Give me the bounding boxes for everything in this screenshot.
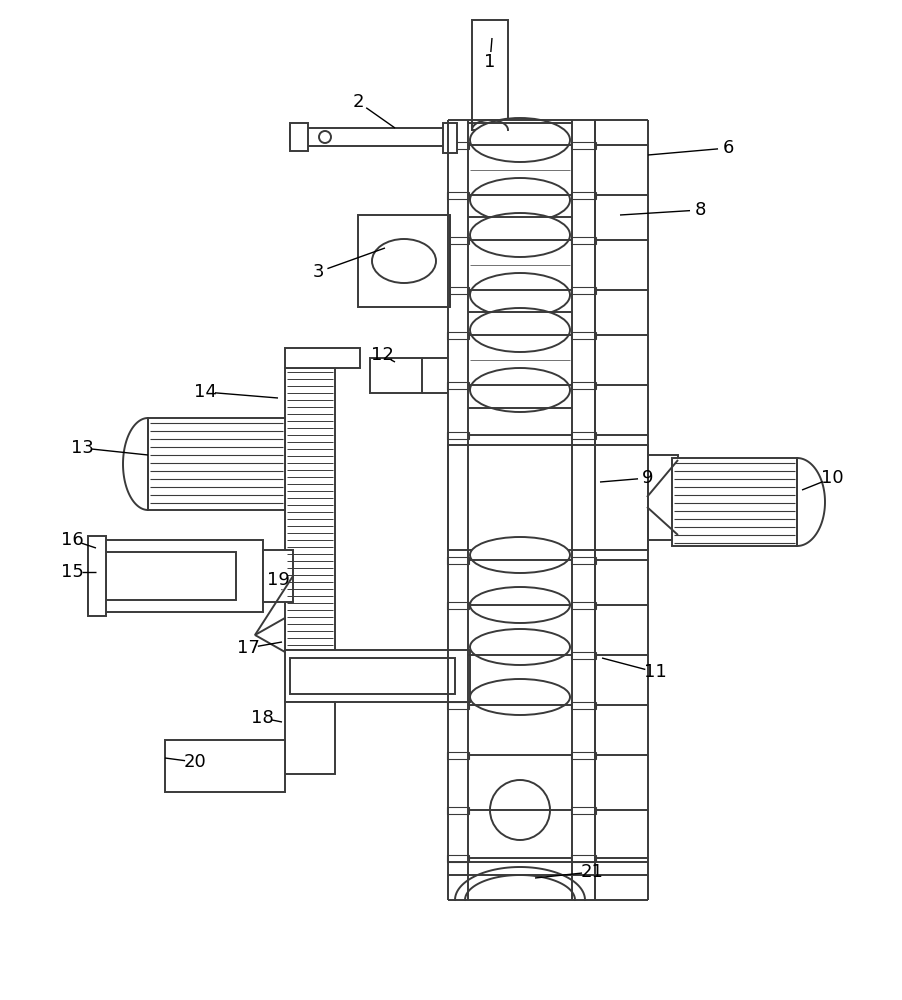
Bar — [148, 418, 285, 510]
Text: 17: 17 — [236, 639, 259, 657]
Text: 9: 9 — [641, 469, 653, 487]
Text: 21: 21 — [580, 863, 603, 881]
Bar — [446, 332, 468, 339]
Bar — [570, 807, 595, 814]
Circle shape — [490, 780, 549, 840]
Text: 19: 19 — [266, 571, 290, 589]
Circle shape — [318, 131, 331, 143]
Text: 18: 18 — [251, 709, 273, 727]
Bar — [570, 752, 595, 759]
Bar — [446, 702, 468, 709]
Bar — [290, 128, 447, 146]
Text: 2: 2 — [352, 93, 364, 111]
Bar — [446, 192, 468, 199]
Bar — [570, 855, 595, 862]
Bar — [87, 540, 262, 612]
Ellipse shape — [469, 118, 569, 162]
Ellipse shape — [372, 239, 436, 283]
Bar — [87, 536, 106, 616]
Text: 16: 16 — [60, 531, 83, 549]
Ellipse shape — [469, 679, 569, 715]
Bar — [370, 358, 421, 393]
Bar — [570, 432, 595, 439]
Bar — [285, 348, 360, 368]
Ellipse shape — [469, 587, 569, 623]
Text: 20: 20 — [183, 753, 207, 771]
Bar — [671, 458, 796, 546]
Bar — [446, 432, 468, 439]
Bar — [570, 237, 595, 244]
Bar — [106, 552, 235, 600]
Bar — [570, 142, 595, 149]
Ellipse shape — [469, 273, 569, 317]
Text: 3: 3 — [312, 263, 324, 281]
Bar — [446, 287, 468, 294]
Ellipse shape — [469, 213, 569, 257]
Text: 1: 1 — [483, 53, 495, 71]
Bar — [446, 237, 468, 244]
Bar — [446, 382, 468, 389]
Text: 15: 15 — [60, 563, 83, 581]
Bar — [357, 215, 449, 307]
Bar — [290, 658, 455, 694]
Bar — [446, 752, 468, 759]
Text: 10: 10 — [820, 469, 842, 487]
Bar — [443, 123, 456, 153]
Bar — [446, 602, 468, 609]
Ellipse shape — [469, 629, 569, 665]
Text: 12: 12 — [370, 346, 393, 364]
Bar — [165, 740, 285, 792]
Text: 14: 14 — [193, 383, 216, 401]
Bar — [446, 807, 468, 814]
Bar — [285, 368, 335, 650]
Bar — [570, 287, 595, 294]
Bar — [446, 557, 468, 564]
Bar — [570, 652, 595, 659]
Bar — [570, 702, 595, 709]
Text: 8: 8 — [694, 201, 704, 219]
Bar — [446, 142, 468, 149]
Bar — [570, 557, 595, 564]
Ellipse shape — [469, 368, 569, 412]
Bar — [570, 382, 595, 389]
Ellipse shape — [469, 308, 569, 352]
Bar — [285, 702, 335, 774]
Bar — [570, 192, 595, 199]
Bar — [447, 445, 648, 550]
Text: 6: 6 — [722, 139, 732, 157]
Text: 13: 13 — [70, 439, 93, 457]
Ellipse shape — [469, 178, 569, 222]
Bar — [570, 602, 595, 609]
Polygon shape — [254, 618, 285, 652]
Bar — [285, 650, 469, 702]
Bar — [446, 855, 468, 862]
Bar — [472, 20, 508, 130]
Bar — [446, 652, 468, 659]
Bar — [648, 455, 677, 540]
Text: 11: 11 — [643, 663, 666, 681]
Bar — [570, 332, 595, 339]
Ellipse shape — [469, 537, 569, 573]
Bar — [290, 123, 308, 151]
Bar — [262, 550, 292, 602]
